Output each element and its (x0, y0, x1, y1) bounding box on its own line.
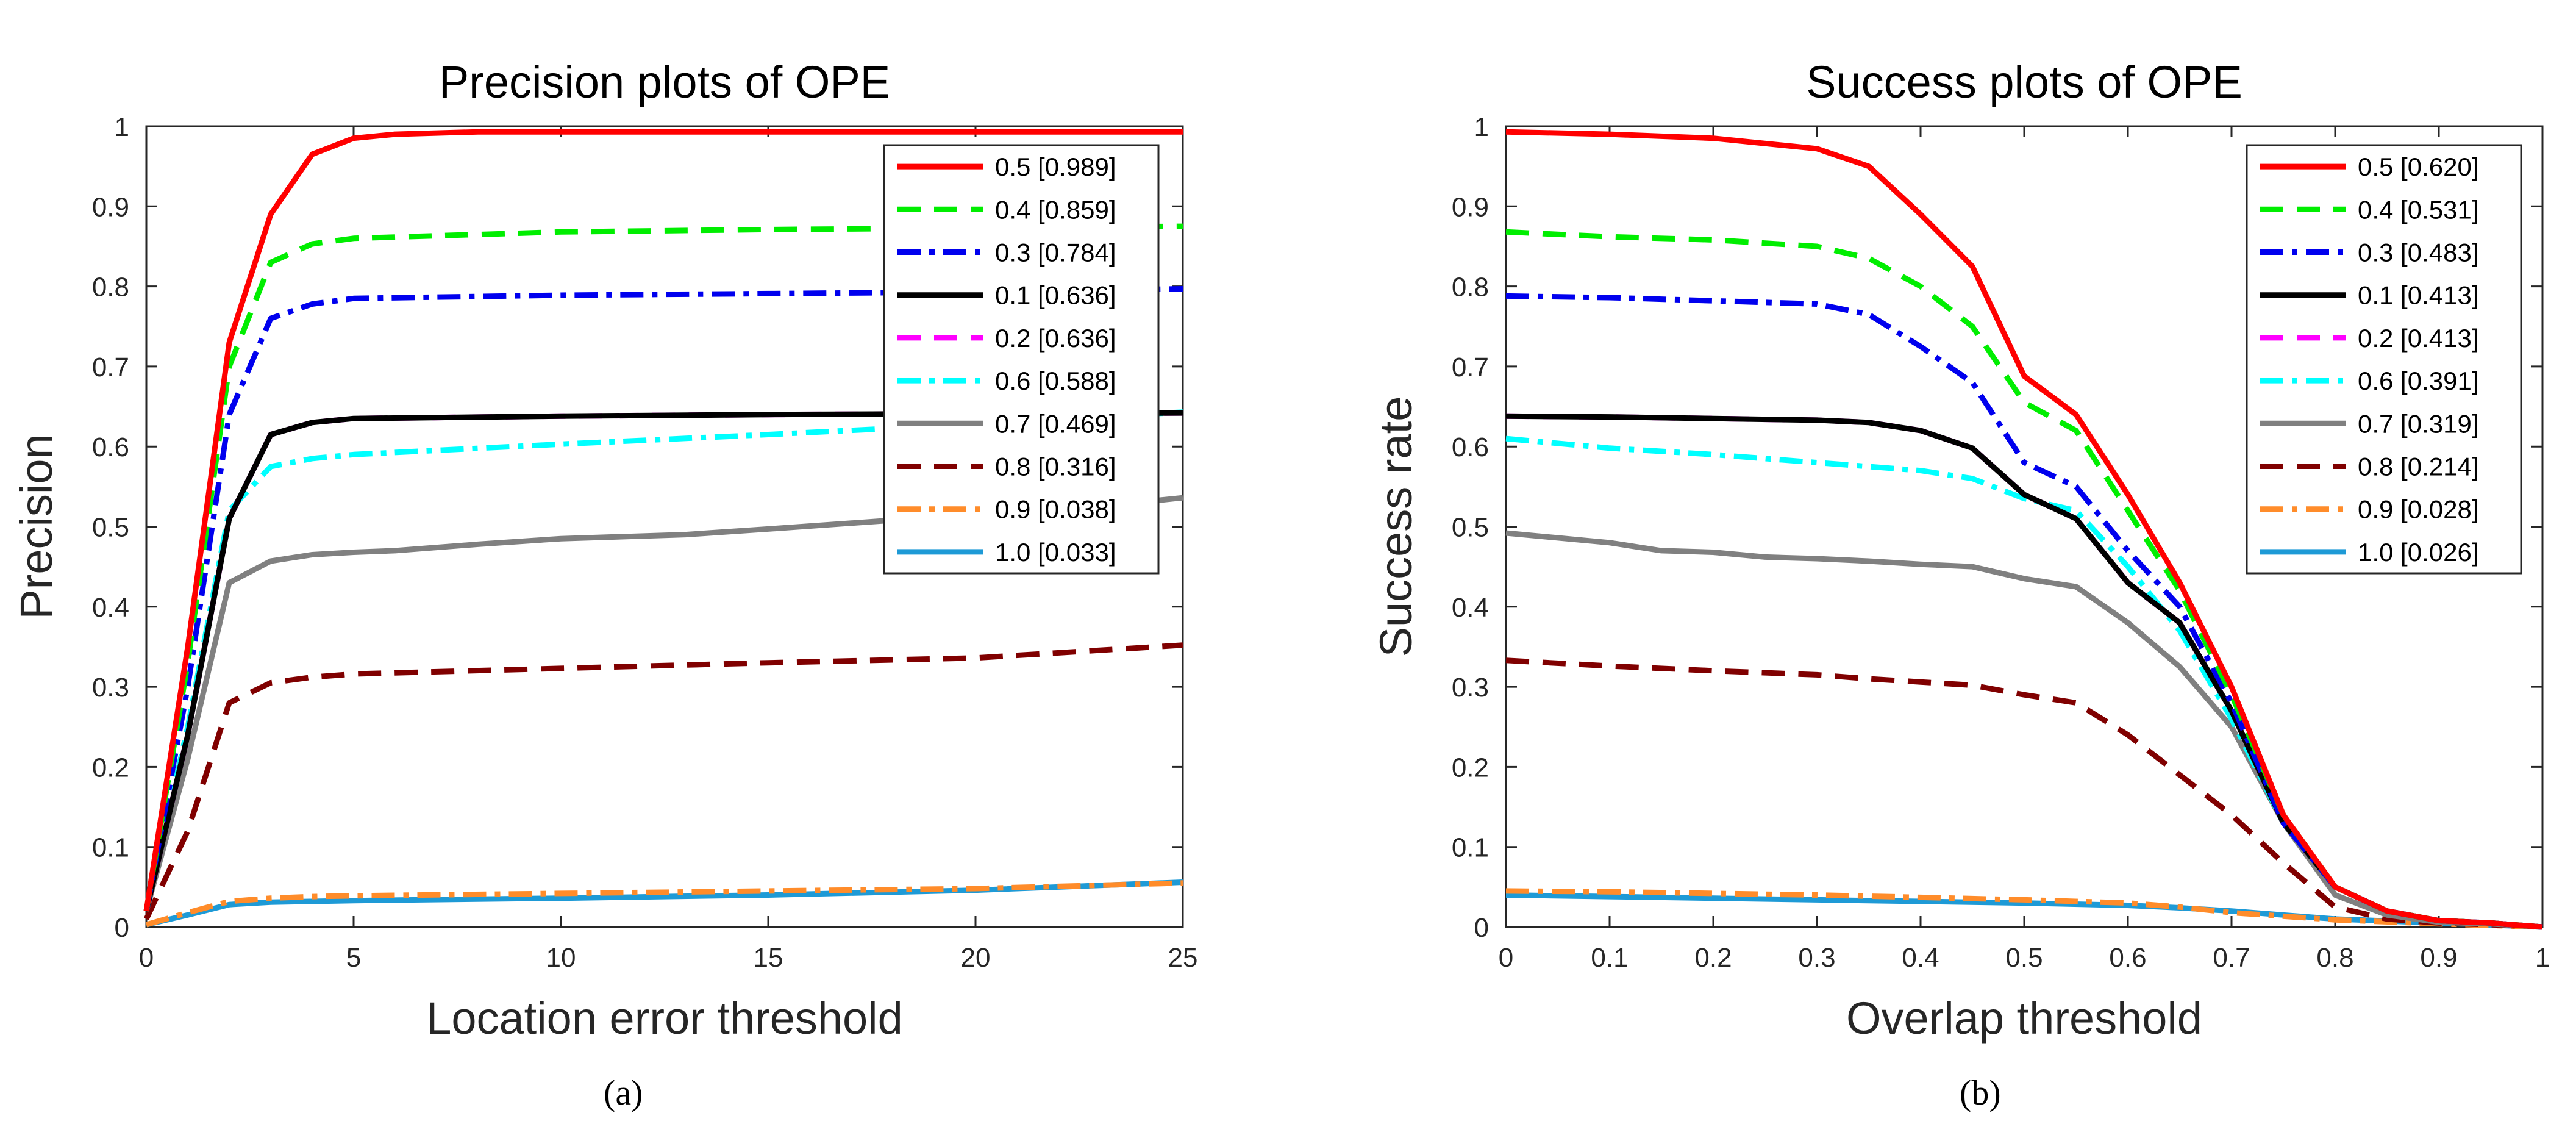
y-tick-label: 0.7 (1452, 353, 1489, 382)
y-tick-label: 1 (1474, 112, 1489, 142)
series-line (143, 129, 1183, 912)
series-line (143, 409, 1183, 912)
y-tick-label: 0 (1474, 913, 1489, 943)
y-tick-label: 0.7 (92, 353, 129, 382)
legend-label: 0.4 [0.859] (995, 195, 1116, 224)
y-tick-label: 0.8 (1452, 273, 1489, 303)
legend-box (2246, 144, 2522, 575)
series-line (1505, 657, 2543, 930)
legend-label: 0.2 [0.636] (995, 324, 1116, 353)
precision-chart: Precision plots of OPE 0 5 10 15 20 25 0 0.1 0.2 0… (11, 57, 1197, 1044)
x-tick-label: 1 (2535, 943, 2550, 973)
legend-label: 0.7 [0.319] (2358, 409, 2479, 438)
series-line (1505, 229, 2543, 930)
y-tick-label: 0.5 (92, 513, 129, 543)
panel-label-b: (b) (1960, 1073, 2001, 1112)
y-tick-label: 1 (115, 112, 129, 142)
legend-label: 0.1 [0.413] (2358, 281, 2479, 310)
x-tick-label: 15 (754, 943, 783, 973)
y-tick-label: 0.6 (1452, 432, 1489, 462)
y-tick-label: 0.1 (1452, 833, 1489, 863)
x-tick-label: 0 (139, 943, 154, 973)
legend-label: 0.5 [0.620] (2358, 152, 2479, 181)
y-tick-label: 0.9 (1452, 192, 1489, 222)
panel-label-a: (a) (604, 1073, 643, 1112)
x-tick-label: 10 (546, 943, 576, 973)
legend-label: 0.5 [0.989] (995, 152, 1116, 181)
y-axis-label: Precision (11, 434, 62, 619)
x-tick-label: 0.7 (2213, 943, 2250, 973)
x-tick-label: 0.4 (1902, 943, 1939, 973)
legend-label: 0.9 [0.028] (2358, 495, 2479, 524)
y-tick-label: 0.3 (92, 673, 129, 703)
y-tick-label: 0.5 (1452, 513, 1489, 543)
legend-label: 1.0 [0.026] (2358, 538, 2479, 567)
chart-title: Precision plots of OPE (439, 57, 890, 107)
series-line (143, 642, 1183, 920)
series-line (143, 286, 1183, 912)
x-tick-label: 25 (1168, 943, 1198, 973)
legend-label: 0.1 [0.636] (995, 281, 1116, 310)
x-tick-label: 5 (346, 943, 361, 973)
series-line (145, 880, 1183, 928)
legend-box (883, 144, 1160, 575)
x-tick-label: 0.8 (2316, 943, 2353, 973)
x-tick-label: 0.9 (2420, 943, 2457, 973)
x-tick-label: 0.2 (1694, 943, 1732, 973)
y-tick-label: 0.8 (92, 273, 129, 303)
legend-label: 0.4 [0.531] (2358, 195, 2479, 224)
chart-title: Success plots of OPE (1806, 57, 2242, 107)
x-axis-label: Overlap threshold (1846, 993, 2202, 1044)
legend-label: 0.8 [0.316] (995, 453, 1116, 481)
x-tick-label: 0.3 (1798, 943, 1835, 973)
legend-label: 0.2 [0.413] (2358, 324, 2479, 353)
y-tick-label: 0.4 (1452, 593, 1489, 623)
y-axis-label: Success rate (1371, 396, 1421, 657)
y-tick-label: 0.4 (92, 593, 129, 623)
y-tick-label: 0.6 (92, 432, 129, 462)
series-line (1505, 530, 2543, 930)
legend-label: 1.0 [0.033] (995, 538, 1116, 567)
legend-label: 0.6 [0.588] (995, 367, 1116, 395)
legend-label: 0.9 [0.038] (995, 495, 1116, 524)
y-tick-label: 0.1 (92, 833, 129, 863)
x-tick-label: 0.6 (2109, 943, 2146, 973)
y-tick-label: 0.9 (92, 192, 129, 222)
y-tick-label: 0.3 (1452, 673, 1489, 703)
series-line (1505, 888, 2543, 930)
series-lines (1505, 129, 2543, 930)
legend-label: 0.8 [0.214] (2358, 453, 2479, 481)
success-chart: Success plots of OPE 0 0.1 0.2 0.3 0.4 0.5 0.6 0… (1371, 57, 2550, 1044)
series-line (1505, 293, 2543, 930)
series-line (1505, 129, 2543, 930)
x-tick-label: 0.1 (1591, 943, 1628, 973)
y-tick-label: 0 (115, 913, 129, 943)
series-line (143, 410, 1183, 912)
legend-label: 0.3 [0.784] (995, 238, 1116, 267)
legend-label: 0.7 [0.469] (995, 409, 1116, 438)
y-tick-label: 0.2 (92, 753, 129, 782)
legend-label: 0.6 [0.391] (2358, 367, 2479, 395)
legend-label: 0.3 [0.483] (2358, 238, 2479, 267)
series-lines (143, 129, 1183, 928)
x-tick-label: 0.5 (2005, 943, 2043, 973)
x-axis-label: Location error threshold (426, 993, 903, 1044)
y-tick-label: 0.2 (1452, 753, 1489, 782)
x-tick-label: 0 (1499, 943, 1513, 973)
x-tick-label: 20 (961, 943, 991, 973)
